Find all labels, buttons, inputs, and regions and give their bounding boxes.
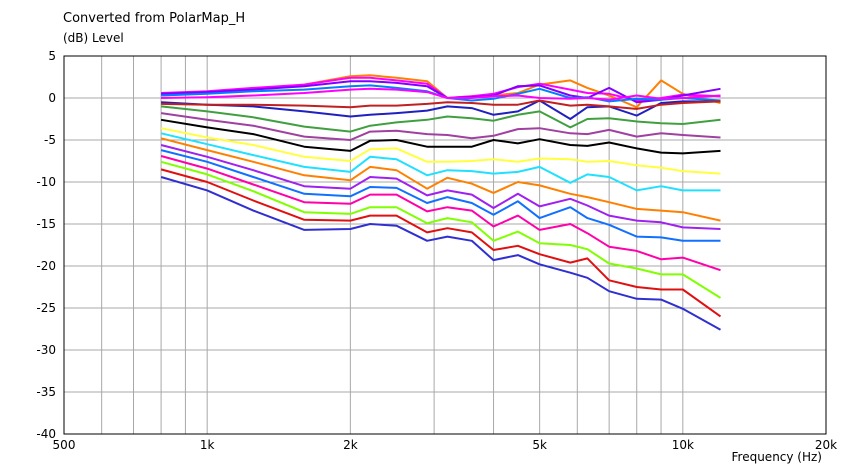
y-tick-label: -10 [36, 175, 56, 189]
series-line-6 [161, 99, 721, 120]
y-axis-label: (dB) Level [63, 31, 124, 45]
x-tick-label: 10k [672, 438, 694, 452]
chart-title: Converted from PolarMap_H [63, 11, 246, 26]
y-tick-label: -30 [36, 343, 56, 357]
y-tick-label: -40 [36, 427, 56, 441]
x-tick-label: 5k [532, 438, 547, 452]
plot-frame [63, 55, 827, 435]
x-tick-label: 20k [815, 438, 837, 452]
y-tick-label: -5 [44, 133, 56, 147]
series-line-5 [161, 87, 721, 101]
series-line-16 [160, 155, 721, 272]
y-tick-label: -35 [36, 385, 56, 399]
series-line-12 [160, 132, 721, 192]
y-tick-label: 0 [48, 91, 56, 105]
series-group [160, 74, 722, 331]
series-line-15 [160, 149, 721, 242]
x-tick-label: 1k [200, 438, 215, 452]
series-line-4 [161, 84, 721, 103]
chart-grid [64, 56, 826, 434]
y-tick-label: -15 [36, 217, 56, 231]
series-line-17 [160, 160, 722, 299]
y-tick-label: -25 [36, 301, 56, 315]
series-line-13 [160, 137, 721, 222]
series-line-14 [160, 144, 721, 230]
x-tick-label: 2k [343, 438, 358, 452]
series-line-18 [160, 168, 722, 318]
series-line-9 [160, 112, 721, 141]
series-line-8 [160, 105, 721, 133]
x-tick-label: 500 [53, 438, 76, 452]
series-line-10 [160, 118, 721, 155]
y-tick-label: 5 [48, 49, 56, 63]
x-axis-label: Frequency (Hz) [731, 450, 823, 464]
series-line-7 [161, 99, 721, 110]
series-line-11 [160, 127, 721, 175]
series-line-19 [160, 176, 721, 331]
y-tick-label: -20 [36, 259, 56, 273]
